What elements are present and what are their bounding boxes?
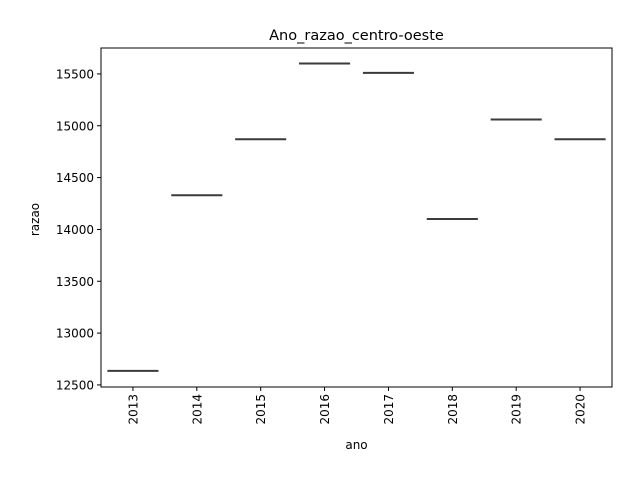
plot-area	[101, 48, 612, 387]
chart-title: Ano_razao_centro-oeste	[269, 28, 444, 44]
box-marks	[107, 62, 606, 372]
x-axis-label: ano	[345, 438, 367, 452]
y-axis-label: razao	[28, 203, 42, 236]
x-tick-label: 2017	[382, 394, 396, 425]
y-tick-label: 13500	[56, 275, 94, 289]
y-tick-label: 12500	[56, 378, 94, 392]
x-tick-label: 2013	[126, 394, 140, 425]
plot-frame	[100, 47, 613, 388]
x-tick-label: 2014	[190, 394, 204, 425]
y-tick-label: 15000	[56, 119, 94, 133]
x-tick-label: 2020	[574, 394, 588, 425]
x-tick-label: 2018	[446, 394, 460, 425]
x-tick-label: 2015	[254, 394, 268, 425]
y-tick-label: 13000	[56, 327, 94, 341]
y-tick-label: 14500	[56, 171, 94, 185]
y-axis: 12500 13000 13500 14000 14500 15000 15500	[56, 67, 101, 392]
y-tick-label: 15500	[56, 67, 94, 81]
x-tick-label: 2019	[510, 394, 524, 425]
y-tick-label: 14000	[56, 223, 94, 237]
x-axis: 2013 2014 2015 2016 2017 2018 2019 2020	[126, 387, 588, 425]
x-tick-label: 2016	[318, 394, 332, 425]
